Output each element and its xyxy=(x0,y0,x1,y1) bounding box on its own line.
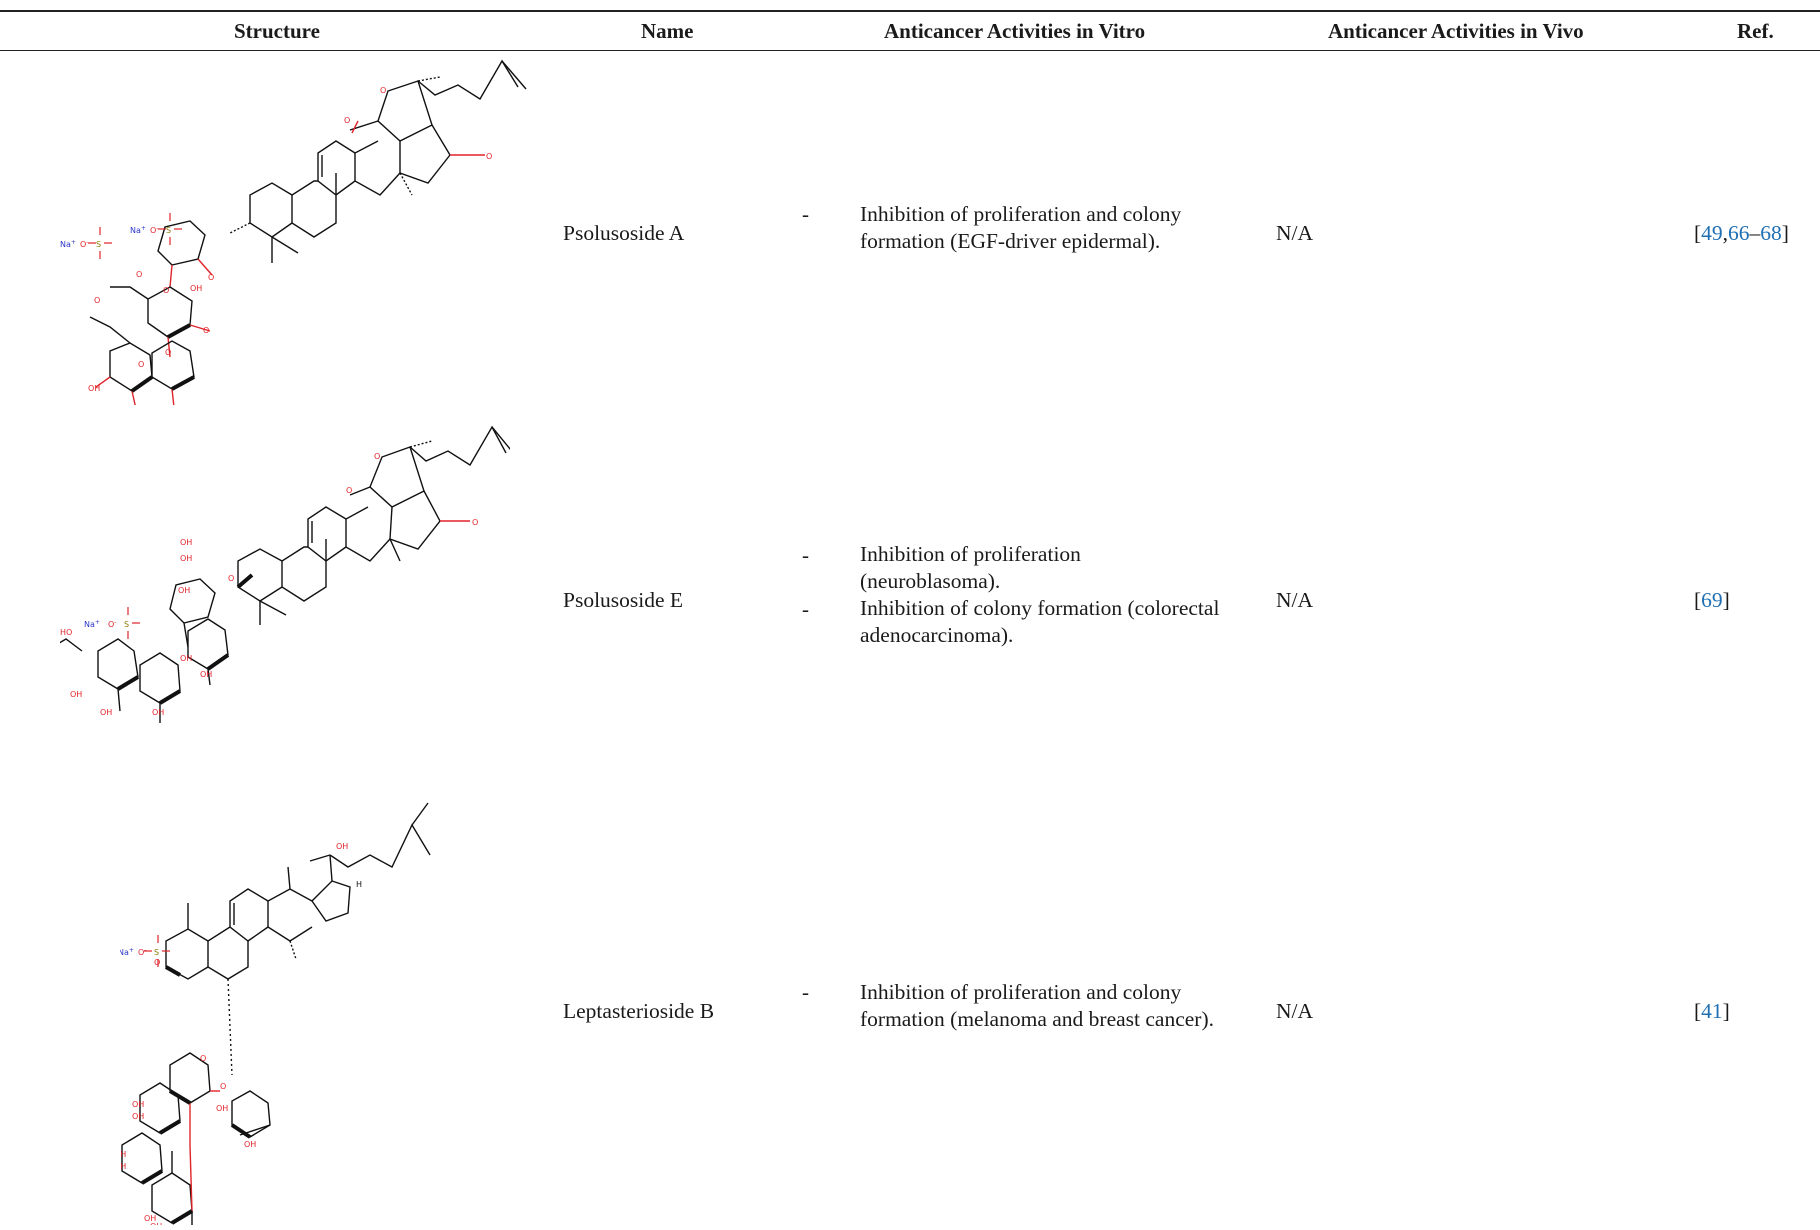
in-vitro-line: formation (melanoma and breast cancer). xyxy=(860,1007,1214,1031)
svg-text:O: O xyxy=(374,452,380,461)
in-vitro-text: Inhibition of colony formation (colorect… xyxy=(860,595,1260,649)
compound-name: Psolusoside A xyxy=(563,221,685,245)
svg-text:Na+: Na+ xyxy=(60,239,76,249)
svg-text:O: O xyxy=(228,574,234,583)
svg-text:OH: OH xyxy=(120,1162,126,1171)
svg-text:H: H xyxy=(356,880,362,889)
ref-link[interactable]: 41 xyxy=(1701,999,1723,1023)
ref-separator: , xyxy=(1722,221,1729,245)
svg-text:OH: OH xyxy=(216,1104,228,1113)
ref-link[interactable]: 68 xyxy=(1760,221,1782,245)
reference-cell: [41] xyxy=(1694,998,1730,1025)
ref-separator: – xyxy=(1749,221,1761,245)
svg-text:S: S xyxy=(154,948,159,957)
ref-bracket: ] xyxy=(1722,999,1730,1023)
table-header-rule xyxy=(0,50,1820,51)
in-vitro-line: formation (EGF-driver epidermal). xyxy=(860,229,1161,253)
in-vitro-line: (neuroblasoma). xyxy=(860,569,1001,593)
header-structure: Structure xyxy=(234,19,320,43)
svg-text:OH: OH xyxy=(70,690,82,699)
svg-text:Na+: Na+ xyxy=(130,225,146,235)
svg-text:O: O xyxy=(208,273,214,282)
svg-text:OH: OH xyxy=(150,1222,162,1225)
svg-text:O: O xyxy=(346,486,352,495)
compound-name: Psolusoside E xyxy=(563,588,684,612)
svg-text:O: O xyxy=(136,270,142,279)
in-vivo-text: N/A xyxy=(1276,588,1314,612)
svg-text:OH: OH xyxy=(88,384,100,393)
in-vitro-text: Inhibition of proliferation (neuroblasom… xyxy=(860,541,1260,595)
svg-text:O: O xyxy=(203,326,209,335)
svg-text:O: O xyxy=(163,286,169,295)
svg-text:OH: OH xyxy=(244,1140,256,1149)
svg-text:OH: OH xyxy=(180,538,192,547)
svg-text:OH: OH xyxy=(336,842,348,851)
svg-text:S: S xyxy=(96,240,101,249)
in-vitro-line: Inhibition of proliferation xyxy=(860,542,1081,566)
ref-bracket: ] xyxy=(1722,588,1730,612)
list-bullet: - xyxy=(802,543,809,567)
in-vitro-line: Inhibition of proliferation and colony xyxy=(860,980,1182,1004)
svg-text:O: O xyxy=(380,86,386,95)
reference-cell: [49,66–68] xyxy=(1694,220,1789,247)
list-bullet: - xyxy=(802,202,809,226)
svg-text:OH: OH xyxy=(190,284,202,293)
svg-text:O-: O- xyxy=(80,239,88,249)
svg-text:OH: OH xyxy=(180,654,192,663)
svg-text:S: S xyxy=(166,226,171,235)
svg-text:OH: OH xyxy=(132,1100,144,1109)
in-vitro-line: Inhibition of colony formation (colorect… xyxy=(860,596,1220,620)
svg-text:OH: OH xyxy=(132,1112,144,1121)
svg-text:O: O xyxy=(486,152,492,161)
svg-text:OH: OH xyxy=(200,670,212,679)
svg-text:Na+: Na+ xyxy=(120,947,134,957)
svg-text:Na+: Na+ xyxy=(84,619,100,629)
ref-bracket: [ xyxy=(1694,221,1702,245)
in-vitro-text: Inhibition of proliferation and colony f… xyxy=(860,979,1260,1033)
svg-text:O: O xyxy=(344,116,350,125)
svg-text:O-: O- xyxy=(138,947,146,957)
in-vivo-text: N/A xyxy=(1276,221,1314,245)
svg-text:O: O xyxy=(165,348,171,357)
ref-bracket: ] xyxy=(1781,221,1789,245)
in-vitro-line: Inhibition of proliferation and colony xyxy=(860,202,1182,226)
header-in-vitro: Anticancer Activities in Vitro xyxy=(884,19,1146,43)
svg-text:O: O xyxy=(138,360,144,369)
header-name: Name xyxy=(641,19,694,43)
svg-text:O: O xyxy=(200,1054,206,1063)
in-vivo-text: N/A xyxy=(1276,999,1314,1023)
ref-link[interactable]: 69 xyxy=(1701,588,1723,612)
ref-bracket: [ xyxy=(1694,999,1702,1023)
structure-drawing-psolusoside-a: O O O O O O O O O O OH OH OH OH Na+ Na+ … xyxy=(60,59,527,405)
table-top-rule xyxy=(0,10,1820,12)
header-ref: Ref. xyxy=(1737,19,1774,43)
ref-link[interactable]: 66 xyxy=(1728,221,1750,245)
ref-link[interactable]: 49 xyxy=(1701,221,1723,245)
svg-text:O-: O- xyxy=(108,619,116,629)
svg-text:O: O xyxy=(154,958,160,967)
svg-text:HO: HO xyxy=(60,628,72,637)
svg-text:OH: OH xyxy=(180,554,192,563)
svg-text:O: O xyxy=(220,1082,226,1091)
svg-text:O: O xyxy=(94,296,100,305)
in-vitro-text: Inhibition of proliferation and colony f… xyxy=(860,201,1260,255)
structure-drawing-leptasterioside-b: OH H O O O OH OH OH OH OH OH OH OH OH Na… xyxy=(120,802,431,1225)
svg-text:S: S xyxy=(124,620,129,629)
svg-text:OH: OH xyxy=(144,1214,156,1223)
svg-text:OH: OH xyxy=(152,708,164,717)
reference-cell: [69] xyxy=(1694,587,1730,614)
list-bullet: - xyxy=(802,597,809,621)
header-in-vivo: Anticancer Activities in Vivo xyxy=(1328,19,1584,43)
list-bullet: - xyxy=(802,980,809,1004)
svg-text:OH: OH xyxy=(178,586,190,595)
ref-bracket: [ xyxy=(1694,588,1702,612)
svg-text:O-: O- xyxy=(150,225,158,235)
svg-text:O: O xyxy=(472,518,478,527)
svg-text:OH: OH xyxy=(100,708,112,717)
in-vitro-line: adenocarcinoma). xyxy=(860,623,1014,647)
svg-text:OH: OH xyxy=(120,1150,126,1159)
structure-drawing-psolusoside-e: O O O O OH OH OH OH OH OH OH OH HO Na+ O… xyxy=(60,425,510,723)
compound-name: Leptasterioside B xyxy=(563,999,715,1023)
